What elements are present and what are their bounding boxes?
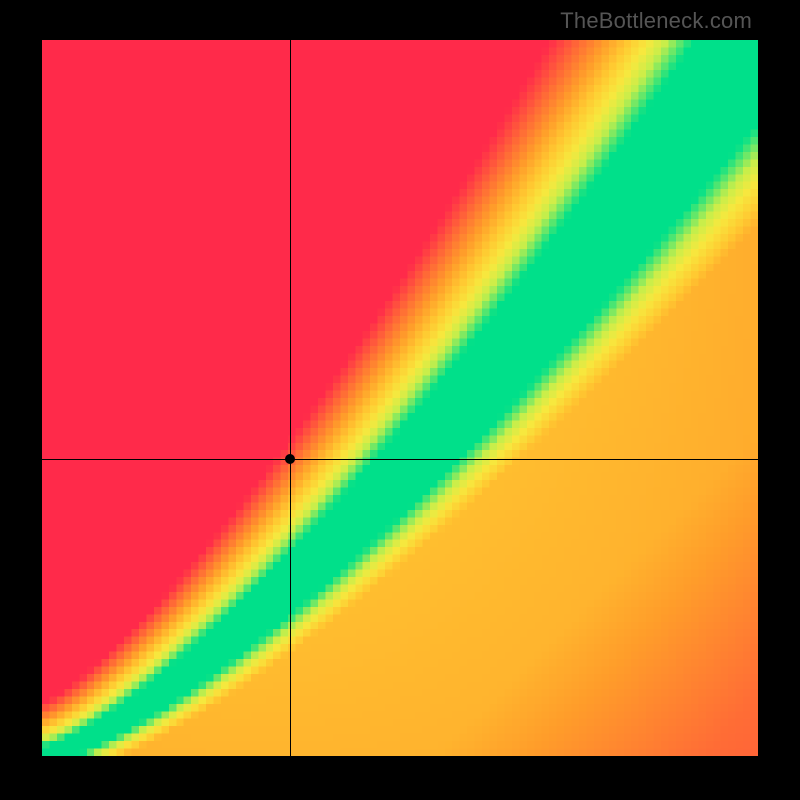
crosshair-vertical [290, 40, 291, 756]
crosshair-point [285, 454, 295, 464]
plot-area [42, 40, 758, 756]
bottleneck-heatmap [42, 40, 758, 756]
crosshair-horizontal [42, 459, 758, 460]
watermark-text: TheBottleneck.com [560, 8, 752, 34]
